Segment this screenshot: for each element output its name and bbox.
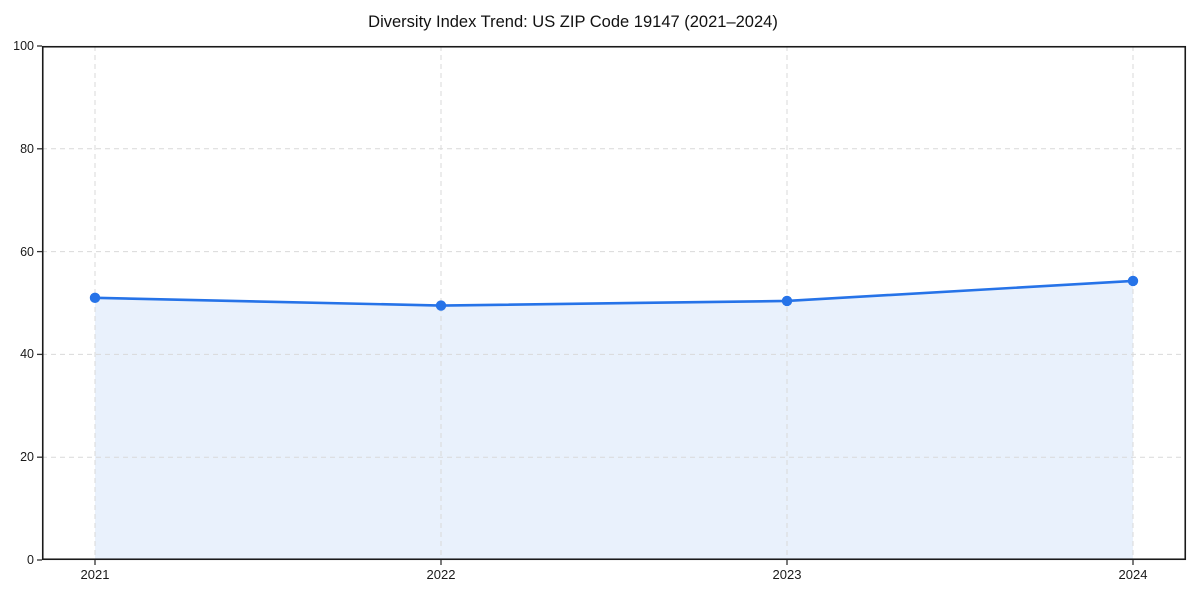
y-tick-label: 20 [20,449,34,464]
data-point-marker [435,300,447,311]
plot-area: 0 20 40 60 80 100 2021 2022 2023 2024 [13,40,1187,581]
x-tick-label: 2024 [1118,567,1148,582]
plot-border [41,45,1187,561]
chart-title: Diversity Index Trend: US ZIP Code 19147… [368,13,778,31]
y-tick-label: 100 [13,38,34,53]
y-tick-label: 0 [27,552,34,567]
data-point-marker [781,295,793,307]
area-fill [95,280,1133,560]
y-tick-label: 60 [20,244,34,259]
y-tick-label: 40 [20,347,34,362]
line-chart-canvas [37,45,1187,565]
trend-line [93,279,1135,307]
y-tick-label: 80 [20,141,34,156]
x-tick-label: 2021 [80,567,110,582]
x-tick-label: 2022 [426,567,456,582]
data-point-marker [1127,275,1139,287]
x-tick-label: 2023 [772,567,802,582]
data-point-marker [89,292,101,304]
